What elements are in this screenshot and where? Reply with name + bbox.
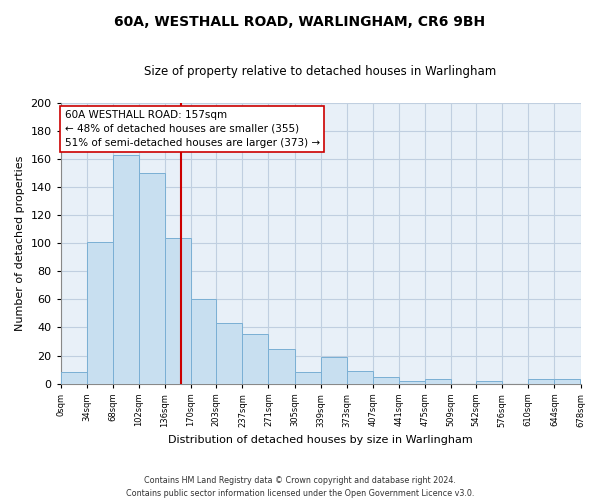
X-axis label: Distribution of detached houses by size in Warlingham: Distribution of detached houses by size … (168, 435, 473, 445)
Bar (139, 173, 165, 384)
Bar (87, 242, 113, 384)
Title: Size of property relative to detached houses in Warlingham: Size of property relative to detached ho… (145, 65, 497, 78)
Bar (399, 381, 425, 384)
Text: 60A WESTHALL ROAD: 157sqm
← 48% of detached houses are smaller (355)
51% of semi: 60A WESTHALL ROAD: 157sqm ← 48% of detac… (65, 110, 320, 148)
Bar (217, 324, 242, 384)
Text: 60A, WESTHALL ROAD, WARLINGHAM, CR6 9BH: 60A, WESTHALL ROAD, WARLINGHAM, CR6 9BH (115, 15, 485, 29)
Bar (554, 380, 580, 384)
Text: Contains HM Land Registry data © Crown copyright and database right 2024.
Contai: Contains HM Land Registry data © Crown c… (126, 476, 474, 498)
Bar (425, 380, 451, 384)
Bar (165, 238, 191, 384)
Bar (295, 372, 320, 384)
Y-axis label: Number of detached properties: Number of detached properties (15, 156, 25, 331)
Bar (113, 154, 139, 384)
Bar (61, 372, 87, 384)
Bar (242, 334, 268, 384)
Bar (529, 380, 554, 384)
Bar (268, 348, 295, 384)
Bar (191, 300, 217, 384)
Bar (347, 371, 373, 384)
Bar (320, 357, 347, 384)
Bar (476, 381, 502, 384)
Bar (373, 376, 399, 384)
